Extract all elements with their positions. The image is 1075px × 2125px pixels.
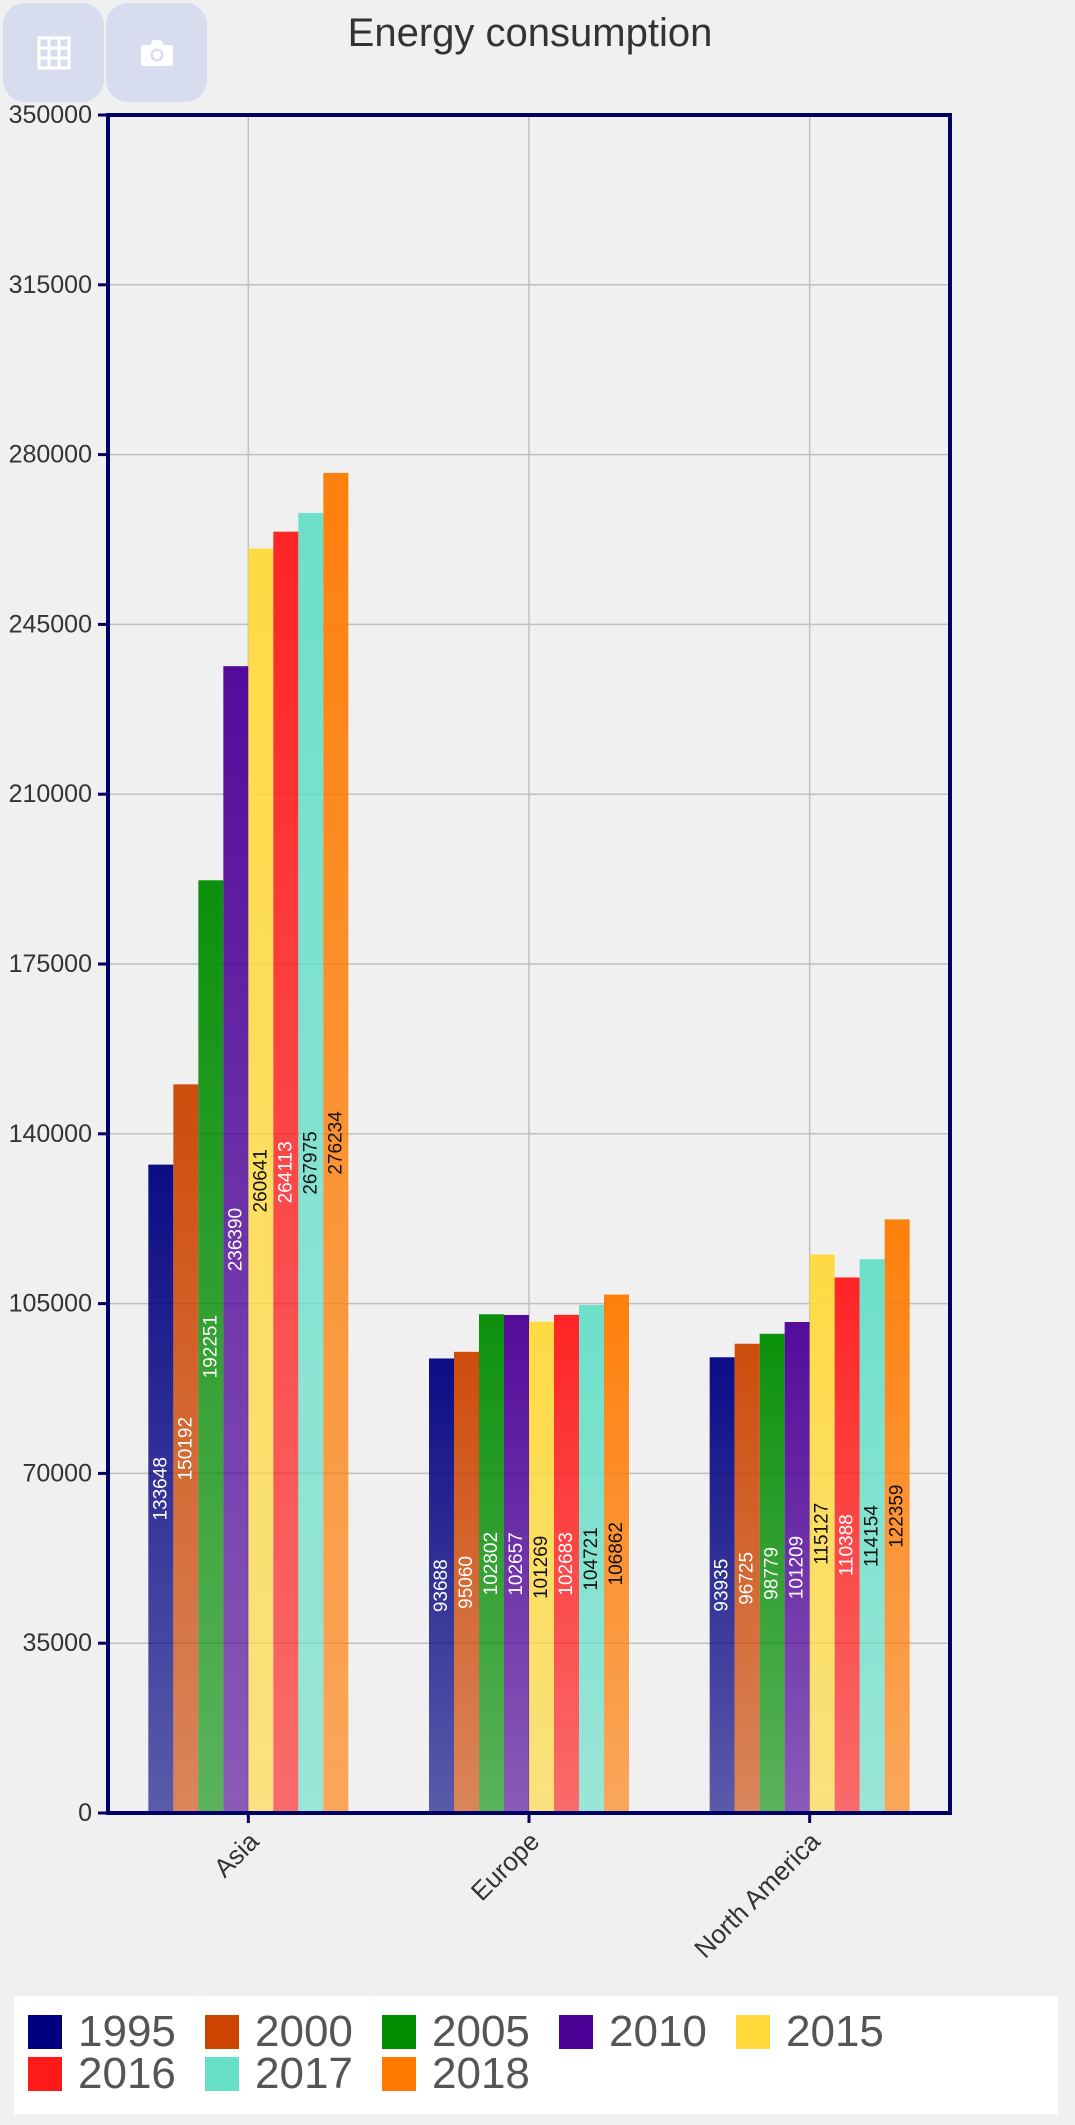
bar-2018-asia[interactable]	[323, 472, 349, 1813]
bar-2010-europe[interactable]	[504, 1314, 529, 1813]
data-label: 114154	[862, 1505, 883, 1567]
x-tick-label: North America	[688, 1826, 826, 1964]
legend-label: 2000	[255, 2007, 353, 2056]
legend-swatch	[559, 2015, 593, 2049]
table-view-button[interactable]	[3, 3, 104, 102]
bar-2000-europe[interactable]	[454, 1351, 479, 1813]
legend-item-2000[interactable]: 2000	[205, 2010, 353, 2054]
legend-label: 2016	[78, 2049, 176, 2098]
data-label: 96725	[737, 1552, 758, 1605]
legend-item-2010[interactable]: 2010	[559, 2010, 707, 2054]
data-label: 95060	[456, 1556, 477, 1609]
legend-item-1995[interactable]: 1995	[28, 2010, 176, 2054]
data-label: 236390	[225, 1208, 246, 1271]
y-tick-label: 105000	[9, 1290, 92, 1318]
camera-icon	[140, 39, 173, 66]
legend-label: 2010	[609, 2007, 707, 2056]
y-tick-label: 315000	[9, 271, 92, 299]
data-label: 101269	[531, 1536, 552, 1599]
y-tick-label: 210000	[9, 780, 92, 808]
legend-swatch	[382, 2057, 416, 2091]
x-tick-label: Europe	[465, 1826, 545, 1906]
bar-2010-north-america[interactable]	[784, 1321, 810, 1813]
grid-icon	[37, 36, 70, 69]
legend-item-2017[interactable]: 2017	[205, 2052, 353, 2096]
y-tick-label: 350000	[9, 101, 92, 129]
chart-title: Energy consumption	[347, 11, 713, 55]
bar-2015-europe[interactable]	[529, 1321, 554, 1813]
bar-2016-asia[interactable]	[273, 531, 299, 1814]
data-label: 93935	[712, 1559, 733, 1612]
y-tick-label: 245000	[9, 610, 92, 638]
data-label: 276234	[325, 1111, 346, 1175]
y-tick-label: 70000	[22, 1459, 92, 1487]
bar-2017-north-america[interactable]	[859, 1259, 885, 1813]
legend-item-2016[interactable]: 2016	[28, 2052, 176, 2096]
data-label: 98779	[762, 1547, 783, 1600]
data-label: 102683	[556, 1532, 577, 1595]
data-label: 260641	[250, 1149, 271, 1212]
bar-2000-asia[interactable]	[173, 1084, 199, 1813]
bar-2016-north-america[interactable]	[834, 1277, 860, 1813]
legend-label: 2015	[786, 2007, 884, 2056]
legend-swatch	[205, 2057, 239, 2091]
data-label: 104721	[581, 1527, 602, 1590]
data-label: 133648	[150, 1457, 171, 1520]
data-label: 93688	[431, 1559, 452, 1612]
bar-2005-europe[interactable]	[479, 1314, 504, 1813]
x-tick-label: Asia	[208, 1826, 265, 1883]
legend-swatch	[28, 2015, 62, 2049]
legend-swatch	[28, 2057, 62, 2091]
data-label: 122359	[887, 1484, 908, 1547]
bar-2015-north-america[interactable]	[809, 1254, 835, 1813]
bar-1995-north-america[interactable]	[709, 1357, 735, 1813]
data-label: 115127	[812, 1503, 833, 1565]
legend-swatch	[382, 2015, 416, 2049]
bar-2016-europe[interactable]	[554, 1314, 579, 1813]
legend-label: 2005	[432, 2007, 530, 2056]
data-label: 264113	[275, 1141, 296, 1203]
data-label: 101209	[787, 1536, 808, 1599]
legend-label: 1995	[78, 2007, 176, 2056]
legend-label: 2017	[255, 2049, 353, 2098]
bar-1995-asia[interactable]	[148, 1164, 174, 1813]
bar-2018-north-america[interactable]	[884, 1219, 910, 1813]
bar-2005-asia[interactable]	[198, 880, 224, 1813]
data-label: 110388	[837, 1514, 858, 1576]
chart-legend: 1995 2000 2005 2010 2015 2016 2017 2018	[14, 1996, 1058, 2114]
bar-2000-north-america[interactable]	[734, 1343, 760, 1813]
bar-2015-asia[interactable]	[248, 548, 274, 1813]
data-label: 192251	[200, 1315, 221, 1378]
bar-2017-europe[interactable]	[579, 1304, 604, 1813]
y-tick-label: 140000	[9, 1120, 92, 1148]
y-tick-label: 35000	[22, 1629, 92, 1657]
y-tick-label: 175000	[9, 950, 92, 978]
bar-2018-europe[interactable]	[604, 1294, 629, 1813]
data-label: 106862	[606, 1522, 627, 1585]
bar-2017-asia[interactable]	[298, 512, 324, 1813]
legend-swatch	[736, 2015, 770, 2049]
legend-item-2005[interactable]: 2005	[382, 2010, 530, 2054]
y-tick-label: 280000	[9, 441, 92, 469]
data-label: 267975	[300, 1131, 321, 1194]
y-tick-label: 0	[78, 1799, 92, 1827]
screenshot-button[interactable]	[106, 3, 207, 102]
legend-item-2015[interactable]: 2015	[736, 2010, 884, 2054]
data-label: 102802	[481, 1532, 502, 1595]
legend-swatch	[205, 2015, 239, 2049]
bar-2010-asia[interactable]	[223, 666, 249, 1813]
data-label: 150192	[175, 1417, 196, 1480]
bar-1995-europe[interactable]	[429, 1358, 454, 1813]
legend-label: 2018	[432, 2049, 530, 2098]
legend-item-2018[interactable]: 2018	[382, 2052, 530, 2096]
bar-2005-north-america[interactable]	[759, 1333, 785, 1813]
data-label: 102657	[506, 1532, 527, 1595]
